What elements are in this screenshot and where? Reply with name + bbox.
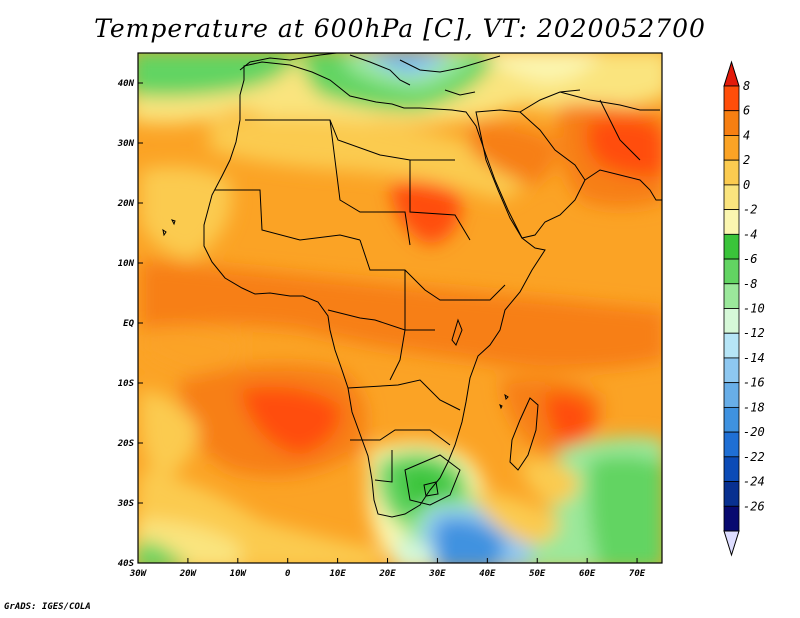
colorbar-swatch (723, 505, 740, 532)
colorbar-swatch (723, 209, 740, 235)
x-tick-label: 40E (479, 569, 496, 579)
colorbar-label: 8 (743, 79, 750, 93)
x-tick-label: 50E (529, 569, 546, 579)
map-title: Temperature at 600hPa [C], VT: 202005270… (94, 14, 706, 43)
y-tick-label: EQ (123, 319, 134, 329)
colorbar-label: 0 (743, 178, 750, 192)
colorbar-swatch (723, 406, 740, 433)
y-tick-label: 10N (118, 259, 135, 269)
x-tick-label: 70E (629, 569, 646, 579)
x-tick-label: 10E (329, 569, 346, 579)
y-tick-label: 10S (118, 379, 135, 389)
colorbar-label: -24 (743, 475, 765, 489)
colorbar-swatch (723, 357, 740, 384)
map-axes: 30W 20W 10W 0 10E 20E 30E 40E 50E 60E 70E 40N 30N 20N… (117, 79, 646, 579)
footer-credit: GrADS: IGES/COLA (4, 602, 91, 612)
x-tick-label: 20W (179, 569, 198, 579)
y-tick-label: 40N (118, 79, 135, 89)
colorbar-label: 6 (743, 104, 750, 118)
colorbar-swatch (723, 431, 740, 458)
colorbar-label: -18 (743, 400, 765, 414)
colorbar-label: -2 (743, 203, 757, 217)
y-tick-label: 20N (117, 199, 135, 209)
colorbar-swatch (723, 308, 740, 334)
x-tick-label: 60E (579, 569, 596, 579)
colorbar-label: -16 (743, 376, 765, 390)
colorbar-label: -20 (743, 425, 765, 439)
y-tick-label: 40S (118, 559, 135, 569)
colorbar-swatch (723, 456, 740, 482)
x-tick-label: 30E (428, 569, 446, 579)
colorbar-swatch (723, 135, 740, 161)
colorbar-label: -6 (743, 252, 757, 266)
x-tick-label: 30W (129, 569, 148, 579)
x-tick-label: 10W (230, 569, 248, 579)
temperature-field (138, 53, 662, 563)
colorbar-top-arrow (723, 60, 740, 87)
colorbar-swatch (723, 382, 740, 408)
colorbar-label: -14 (743, 351, 765, 365)
colorbar-label: -26 (743, 499, 765, 513)
colorbar-label: 2 (743, 153, 750, 167)
y-tick-label: 30N (117, 139, 135, 149)
colorbar-label: -4 (743, 227, 757, 241)
colorbar-label: -12 (743, 326, 765, 340)
colorbar-swatch (723, 159, 740, 186)
colorbar-bottom-arrow (723, 530, 740, 557)
y-tick-label: 20S (117, 439, 135, 449)
colorbar-swatch (723, 332, 740, 359)
colorbar: 8 6 4 2 0 -2 -4 -6 -8 -10 -12 -14 -16 -18 -20 -22 -24 -26 (723, 60, 765, 557)
colorbar-swatch (723, 233, 740, 260)
colorbar-swatch (723, 110, 740, 136)
colorbar-swatch (723, 184, 740, 211)
x-tick-label: 0 (285, 569, 291, 579)
coastlines (162, 53, 662, 518)
colorbar-label: -22 (743, 450, 765, 464)
colorbar-swatch (723, 85, 740, 112)
colorbar-swatch (723, 481, 740, 507)
map-frame (137, 52, 663, 564)
x-tick-label: 20E (378, 569, 396, 579)
colorbar-swatch (723, 283, 740, 309)
y-tick-label: 30S (117, 499, 135, 509)
colorbar-label: 4 (743, 128, 750, 142)
colorbar-swatch (723, 258, 740, 285)
colorbar-label: -10 (743, 302, 765, 316)
colorbar-label: -8 (743, 277, 757, 291)
